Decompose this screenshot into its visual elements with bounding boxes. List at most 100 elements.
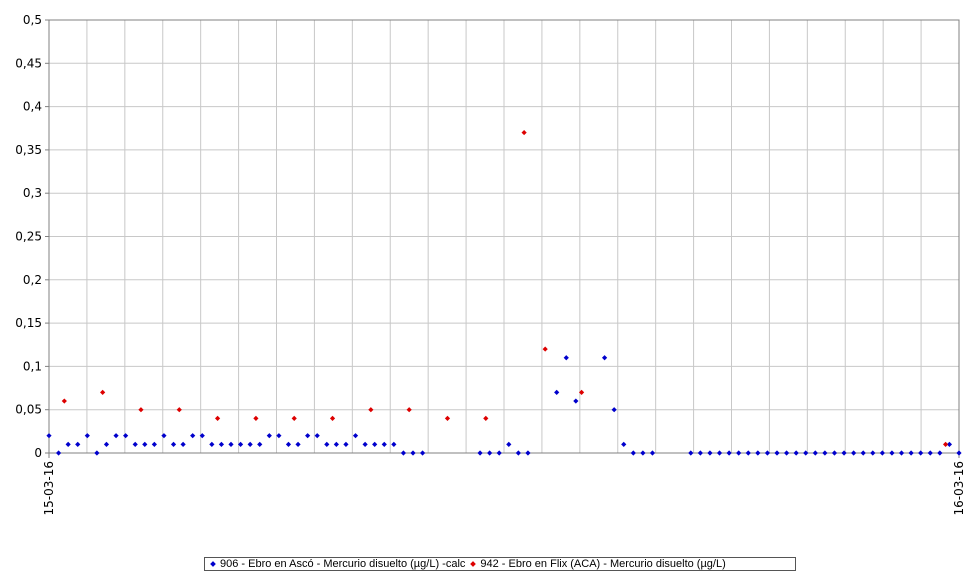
y-tick-label: 0,4 [23,100,42,114]
data-point-series-1 [103,441,110,447]
data-point-series-1 [257,441,263,447]
data-point-series-2 [176,407,182,413]
data-point-series-1 [841,450,847,456]
data-point-series-1 [314,433,320,439]
data-point-series-1 [477,450,483,456]
data-point-series-1 [333,441,339,447]
legend-item-942: 942 - Ebro en Flix (ACA) - Mercurio disu… [469,558,726,570]
data-point-series-1 [707,450,713,456]
data-point-series-1 [151,441,157,447]
data-point-series-2 [483,415,489,421]
data-point-series-1 [611,407,617,413]
data-point-series-2 [291,415,297,421]
y-tick-label: 0 [34,446,42,460]
data-point-series-1 [946,441,953,447]
data-point-series-1 [736,450,742,456]
data-point-series-1 [123,433,129,439]
data-point-series-1 [870,450,876,456]
data-point-series-1 [362,441,368,447]
data-point-series-1 [774,450,780,456]
data-point-series-1 [755,450,761,456]
data-point-series-2 [138,407,144,413]
data-point-series-1 [697,450,703,456]
data-point-series-2 [578,389,585,395]
data-point-series-2 [253,415,259,421]
data-point-series-1 [285,441,292,447]
data-point-series-1 [803,450,809,456]
x-tick-label: 16-03-16 [952,461,964,515]
data-point-series-2 [61,398,67,404]
data-point-series-2 [542,346,548,352]
data-point-series-1 [573,398,579,404]
data-point-series-1 [199,433,205,439]
data-point-series-1 [84,433,90,439]
y-axis-ticks: 0 0,05 0,1 0,15 0,2 0,25 0,3 0,35 0,4 0,45 0,5 [15,13,49,460]
legend-item-906: 906 - Ebro en Ascó - Mercurio disuelto (… [209,558,465,570]
y-tick-label: 0,3 [23,186,42,200]
legend-label-906: 906 - Ebro en Ascó - Mercurio disuelto (… [220,558,466,570]
data-point-series-1 [372,441,378,447]
data-point-series-1 [46,433,52,439]
data-point-series-1 [851,450,857,456]
data-points [46,129,962,456]
data-point-series-1 [55,450,62,456]
data-point-series-1 [515,450,521,456]
data-point-series-2 [406,407,412,413]
data-point-series-1 [305,433,311,439]
y-tick-label: 0,05 [15,403,42,417]
data-point-series-1 [142,441,148,447]
data-point-series-2 [368,407,374,413]
data-point-series-1 [908,450,914,456]
data-point-series-1 [525,450,531,456]
data-point-series-1 [266,433,272,439]
legend: 906 - Ebro en Ascó - Mercurio disuelto (… [204,557,796,571]
data-point-series-1 [170,441,177,447]
data-point-series-1 [247,441,253,447]
y-tick-label: 0,25 [15,230,42,244]
data-point-series-1 [391,441,397,447]
data-point-series-1 [956,450,962,456]
legend-marker-942 [470,561,477,567]
y-tick-label: 0,15 [15,316,42,330]
data-point-series-2 [444,415,451,421]
data-point-series-1 [65,441,71,447]
y-tick-label: 0,2 [23,273,42,287]
data-point-series-1 [496,450,502,456]
grid [49,20,959,453]
data-point-series-1 [506,441,512,447]
data-point-series-1 [190,433,196,439]
data-point-series-1 [889,450,895,456]
y-tick-label: 0,35 [15,143,42,157]
y-tick-label: 0,1 [23,359,42,373]
data-point-series-1 [649,450,656,456]
data-point-series-2 [942,441,949,447]
data-point-series-1 [343,441,349,447]
data-point-series-1 [860,450,866,456]
data-point-series-1 [621,441,627,447]
data-point-series-1 [554,389,560,395]
data-point-series-1 [276,433,282,439]
data-point-series-1 [94,450,100,456]
data-point-series-1 [937,450,943,456]
data-point-series-1 [918,450,924,456]
y-tick-label: 0,45 [15,56,42,70]
data-point-series-1 [822,450,828,456]
data-point-series-2 [329,415,336,421]
data-point-series-1 [630,450,636,456]
data-point-series-2 [214,415,221,421]
data-point-series-1 [783,450,790,456]
y-tick-label: 0,5 [23,13,42,27]
data-point-series-1 [324,441,330,447]
data-point-series-1 [75,441,81,447]
data-point-series-1 [218,441,225,447]
data-point-series-1 [113,433,119,439]
data-point-series-1 [927,450,933,456]
data-point-series-1 [793,450,799,456]
data-point-series-1 [831,450,838,456]
data-point-series-2 [100,389,106,395]
data-point-series-1 [487,450,493,456]
data-point-series-1 [726,450,732,456]
x-axis-ticks: 15-03-16 16-03-16 [42,453,964,515]
data-point-series-1 [764,450,771,456]
